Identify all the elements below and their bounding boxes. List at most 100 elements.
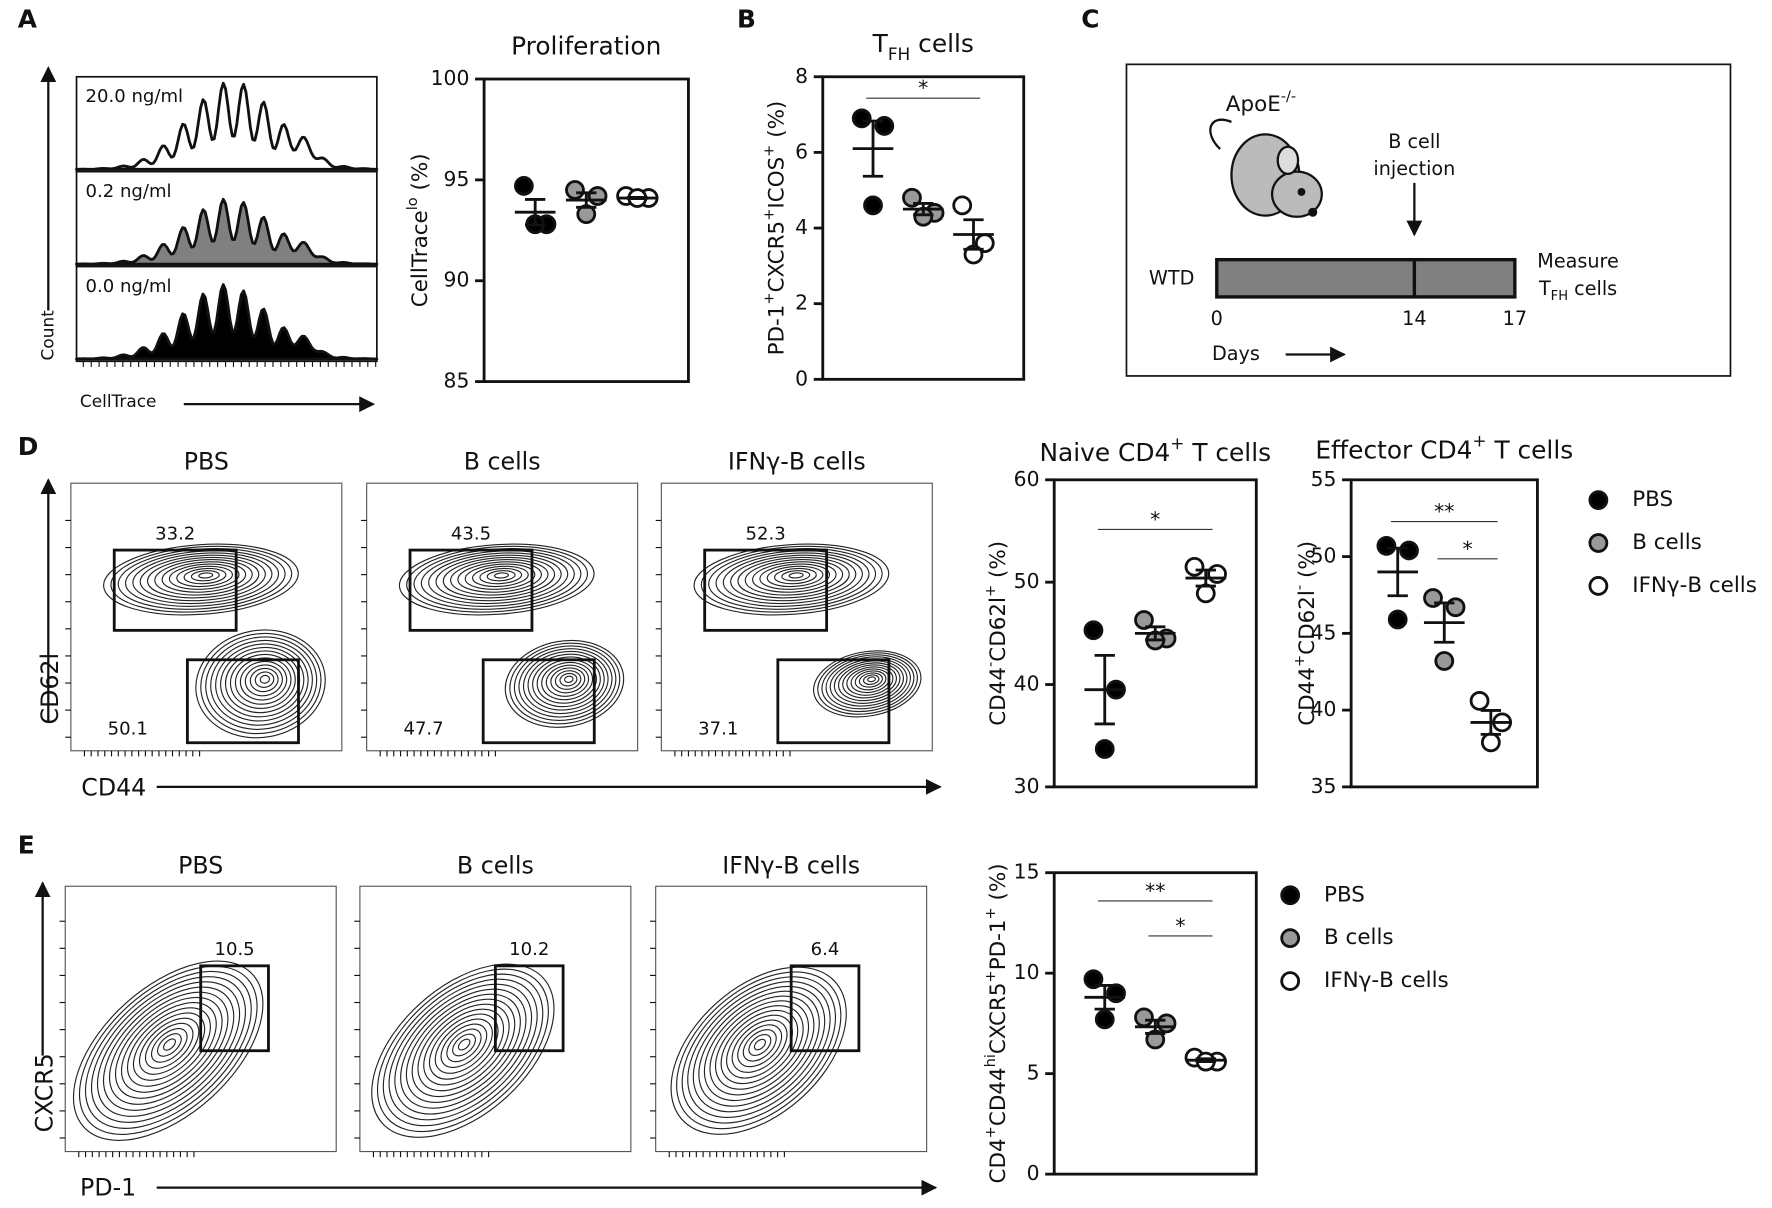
contour bbox=[700, 545, 883, 613]
data-point bbox=[851, 108, 872, 129]
chart-title: TFH cells bbox=[872, 29, 974, 64]
contour bbox=[215, 643, 309, 722]
contour bbox=[748, 1033, 772, 1056]
contour bbox=[96, 981, 241, 1117]
panel-label: A bbox=[18, 4, 38, 33]
gate bbox=[789, 964, 861, 1053]
contour bbox=[108, 991, 229, 1105]
text-part: + bbox=[981, 585, 998, 597]
contour bbox=[753, 1038, 766, 1051]
text-part: CD44 bbox=[986, 1067, 1011, 1126]
flow-plot-frame bbox=[655, 885, 928, 1153]
diet-label: WTD bbox=[1149, 266, 1194, 289]
gate bbox=[493, 964, 565, 1053]
contour bbox=[752, 561, 837, 593]
contour bbox=[759, 563, 831, 590]
contour bbox=[766, 565, 824, 588]
contour bbox=[714, 1005, 804, 1090]
text-part: T cells bbox=[1184, 438, 1271, 467]
y-tick-label: 35 bbox=[1311, 774, 1337, 798]
data-point bbox=[1106, 983, 1126, 1004]
contour bbox=[781, 570, 811, 582]
legend-marker bbox=[1588, 576, 1609, 596]
contour bbox=[687, 981, 831, 1118]
text-part: CD62l bbox=[986, 597, 1011, 662]
y-tick-label: 4 bbox=[795, 215, 808, 239]
histogram-label: 0.2 ng/ml bbox=[86, 181, 172, 202]
gate-value: 52.3 bbox=[746, 523, 786, 544]
gate bbox=[703, 548, 829, 632]
contour bbox=[117, 548, 286, 610]
data-point bbox=[1399, 540, 1419, 561]
data-point bbox=[1184, 556, 1205, 577]
data-point bbox=[587, 186, 608, 206]
data-point bbox=[952, 195, 973, 216]
y-tick-label: 0 bbox=[795, 366, 808, 390]
contour bbox=[817, 652, 918, 715]
significance-label: * bbox=[1175, 914, 1185, 938]
gate-value: 43.5 bbox=[451, 523, 491, 544]
gate-value: 33.2 bbox=[155, 523, 195, 544]
data-point bbox=[565, 180, 585, 200]
contour bbox=[788, 572, 804, 579]
gate bbox=[481, 658, 596, 745]
contour bbox=[821, 654, 915, 713]
chart-title: Proliferation bbox=[511, 31, 661, 60]
text-part: -/- bbox=[1281, 87, 1296, 104]
contour bbox=[440, 1023, 488, 1069]
legend-label: PBS bbox=[1632, 487, 1673, 512]
legend-marker bbox=[1280, 971, 1301, 991]
histogram bbox=[75, 283, 379, 361]
gate-value: 6.4 bbox=[811, 939, 840, 960]
contour bbox=[190, 570, 220, 582]
contour bbox=[259, 674, 271, 684]
contour bbox=[254, 671, 275, 688]
contour bbox=[72, 960, 264, 1141]
y-tick-label: 40 bbox=[1014, 672, 1040, 696]
contour bbox=[398, 543, 595, 616]
contour bbox=[532, 656, 601, 708]
contour bbox=[737, 556, 850, 599]
contour bbox=[220, 646, 305, 718]
contour bbox=[737, 1024, 783, 1068]
text-part: ICOS bbox=[765, 157, 790, 209]
gate-value: 10.2 bbox=[509, 939, 549, 960]
panel-label: B bbox=[737, 4, 756, 33]
contour bbox=[867, 676, 876, 683]
y-tick-label: 90 bbox=[444, 268, 470, 292]
contour bbox=[846, 666, 894, 696]
text-part: cells bbox=[1568, 277, 1617, 300]
contour bbox=[442, 556, 556, 599]
legend-label: IFNγ-B cells bbox=[1632, 573, 1757, 598]
data-point bbox=[1134, 1007, 1154, 1028]
text-part: lo bbox=[403, 197, 420, 210]
text-part: (%) bbox=[765, 101, 790, 145]
y-axis-label: CD4+CD44hiCXCR5+PD-1+ (%) bbox=[981, 863, 1011, 1183]
text-part: CD4 bbox=[986, 1138, 1011, 1183]
y-tick-label: 45 bbox=[1311, 620, 1337, 644]
contour bbox=[504, 639, 625, 728]
flow-plot-title: IFNγ-B cells bbox=[722, 852, 860, 880]
legend-marker bbox=[1280, 885, 1301, 906]
contour bbox=[434, 1018, 493, 1074]
text-part: (%) bbox=[986, 541, 1011, 585]
contour bbox=[371, 963, 555, 1138]
plot-frame bbox=[1052, 871, 1258, 1176]
contour bbox=[709, 1000, 810, 1096]
y-tick-label: 6 bbox=[795, 139, 808, 163]
contour bbox=[722, 552, 863, 605]
text-part: FH bbox=[1551, 289, 1568, 304]
text-part: T bbox=[872, 29, 889, 58]
flow-plot-title: IFNγ-B cells bbox=[728, 447, 866, 475]
y-tick-label: 95 bbox=[444, 167, 470, 191]
contour bbox=[382, 973, 544, 1127]
text-part: + bbox=[1472, 431, 1486, 451]
contour bbox=[376, 968, 549, 1133]
text-part: CD44 bbox=[1295, 667, 1320, 726]
contour bbox=[479, 567, 523, 585]
contour bbox=[731, 1019, 788, 1073]
histogram-label: 0.0 ng/ml bbox=[86, 276, 172, 297]
day-label: 17 bbox=[1503, 307, 1527, 330]
y-axis-label: Count bbox=[37, 310, 57, 361]
